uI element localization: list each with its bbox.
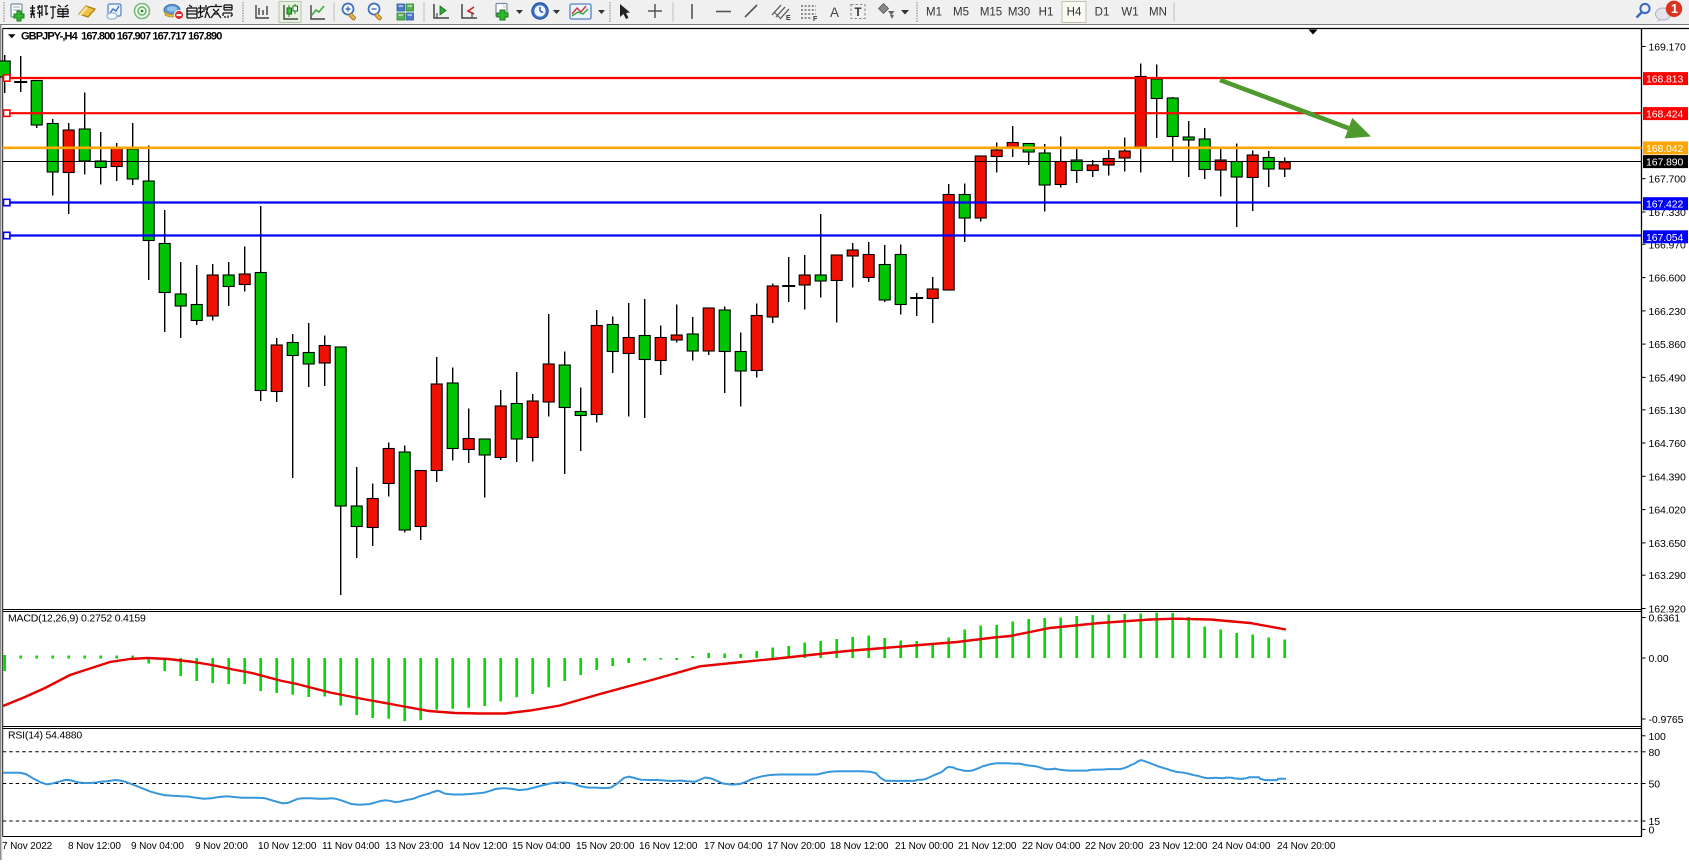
svg-text:W1: W1	[1121, 7, 1138, 19]
svg-text:9 Nov 20:00: 9 Nov 20:00	[195, 841, 248, 852]
svg-text:163.290: 163.290	[1649, 570, 1687, 582]
svg-text:7 Nov 2022: 7 Nov 2022	[2, 841, 53, 852]
svg-text:15: 15	[1649, 816, 1661, 828]
svg-text:D1: D1	[1095, 7, 1110, 19]
svg-text:17 Nov 04:00: 17 Nov 04:00	[704, 841, 763, 852]
svg-text:167.700: 167.700	[1649, 174, 1687, 186]
svg-text:10 Nov 12:00: 10 Nov 12:00	[258, 841, 317, 852]
svg-text:165.860: 165.860	[1649, 339, 1687, 351]
svg-text:8 Nov 12:00: 8 Nov 12:00	[68, 841, 121, 852]
svg-text:15 Nov 04:00: 15 Nov 04:00	[512, 841, 571, 852]
svg-text:F: F	[813, 16, 818, 23]
svg-text:E: E	[786, 15, 791, 22]
svg-text:24 Nov 20:00: 24 Nov 20:00	[1277, 841, 1336, 852]
svg-text:167.422: 167.422	[1646, 199, 1684, 211]
svg-text:22 Nov 04:00: 22 Nov 04:00	[1022, 841, 1081, 852]
svg-text:0: 0	[1649, 824, 1655, 836]
svg-text:50: 50	[1649, 779, 1661, 791]
svg-text:GBPJPY-,H4 167.800 167.907 16: GBPJPY-,H4 167.800 167.907 167.717 167.8…	[21, 31, 222, 43]
svg-text:MN: MN	[1149, 7, 1167, 19]
svg-text:H4: H4	[1067, 7, 1082, 19]
svg-text:165.130: 165.130	[1649, 405, 1687, 417]
svg-text:162.920: 162.920	[1649, 604, 1687, 616]
svg-text:M5: M5	[953, 7, 969, 19]
svg-text:0.00: 0.00	[1649, 653, 1669, 665]
svg-text:164.390: 164.390	[1649, 471, 1687, 483]
svg-text:14 Nov 12:00: 14 Nov 12:00	[449, 841, 508, 852]
svg-text:13 Nov 23:00: 13 Nov 23:00	[385, 841, 444, 852]
svg-text:17 Nov 20:00: 17 Nov 20:00	[767, 841, 826, 852]
svg-text:16 Nov 12:00: 16 Nov 12:00	[639, 841, 698, 852]
svg-text:M30: M30	[1008, 7, 1030, 19]
svg-text:RSI(14) 54.4880: RSI(14) 54.4880	[8, 730, 82, 742]
svg-text:167.054: 167.054	[1646, 232, 1684, 244]
svg-text:164.020: 164.020	[1649, 505, 1687, 517]
svg-text:80: 80	[1649, 747, 1661, 759]
svg-text:MACD(12,26,9) 0.2752 0.4159: MACD(12,26,9) 0.2752 0.4159	[8, 613, 146, 625]
svg-text:21 Nov 00:00: 21 Nov 00:00	[895, 841, 954, 852]
svg-text:164.760: 164.760	[1649, 438, 1687, 450]
svg-text:T: T	[855, 7, 862, 19]
svg-text:11 Nov 04:00: 11 Nov 04:00	[322, 841, 380, 852]
svg-text:-0.9765: -0.9765	[1649, 714, 1684, 726]
svg-text:21 Nov 12:00: 21 Nov 12:00	[958, 841, 1017, 852]
svg-text:15 Nov 20:00: 15 Nov 20:00	[576, 841, 635, 852]
svg-text:168.424: 168.424	[1646, 109, 1684, 121]
svg-text:24 Nov 04:00: 24 Nov 04:00	[1212, 841, 1271, 852]
svg-text:167.890: 167.890	[1646, 157, 1684, 169]
svg-text:1: 1	[1671, 2, 1678, 16]
svg-text:168.042: 168.042	[1646, 143, 1684, 155]
svg-text:M1: M1	[926, 7, 942, 19]
svg-text:169.170: 169.170	[1649, 42, 1687, 54]
svg-text:M15: M15	[980, 7, 1002, 19]
svg-text:100: 100	[1649, 731, 1666, 743]
svg-text:165.490: 165.490	[1649, 372, 1687, 384]
svg-text:166.230: 166.230	[1649, 306, 1687, 318]
svg-text:22 Nov 20:00: 22 Nov 20:00	[1085, 841, 1144, 852]
svg-text:23 Nov 12:00: 23 Nov 12:00	[1149, 841, 1208, 852]
svg-text:166.600: 166.600	[1649, 273, 1687, 285]
svg-text:0.6361: 0.6361	[1649, 613, 1681, 625]
svg-text:168.813: 168.813	[1646, 74, 1684, 86]
svg-text:9 Nov 04:00: 9 Nov 04:00	[131, 841, 184, 852]
svg-text:18 Nov 12:00: 18 Nov 12:00	[830, 841, 889, 852]
svg-text:H1: H1	[1039, 7, 1054, 19]
svg-text:A: A	[830, 5, 839, 20]
svg-text:163.650: 163.650	[1649, 538, 1687, 550]
